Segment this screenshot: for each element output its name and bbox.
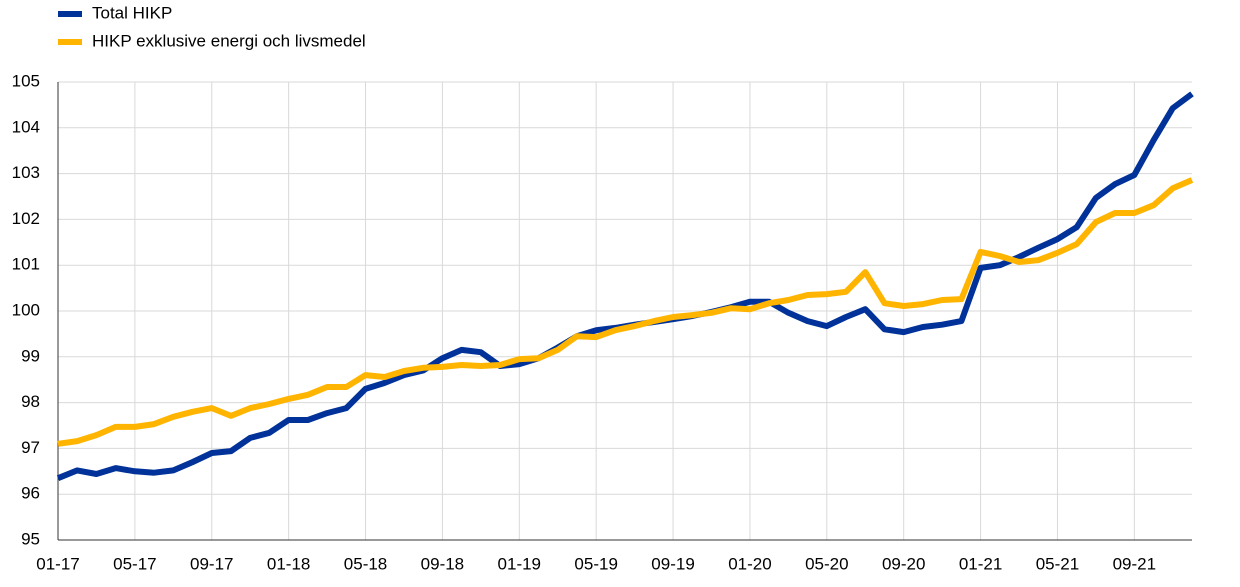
x-tick-label: 01-21 (959, 554, 1002, 573)
y-tick-label: 100 (12, 300, 40, 319)
y-tick-label: 99 (21, 346, 40, 365)
series-line (56, 91, 1194, 481)
x-tick-label: 09-20 (882, 554, 925, 573)
x-tick-label: 01-18 (267, 554, 310, 573)
x-tick-label: 01-17 (36, 554, 79, 573)
y-tick-label: 101 (12, 255, 40, 274)
y-tick-label: 105 (12, 71, 40, 90)
x-tick-label: 05-20 (805, 554, 848, 573)
x-tick-label: 05-18 (344, 554, 387, 573)
x-tick-label: 09-21 (1113, 554, 1156, 573)
x-tick-label: 01-19 (498, 554, 541, 573)
legend-label: HIKP exklusive energi och livsmedel (92, 31, 366, 50)
y-tick-label: 98 (21, 392, 40, 411)
y-tick-label: 103 (12, 163, 40, 182)
y-tick-label: 97 (21, 438, 40, 457)
x-tick-label: 01-20 (728, 554, 771, 573)
y-tick-label: 102 (12, 209, 40, 228)
legend-label: Total HIKP (92, 3, 172, 22)
series-line (57, 177, 1194, 447)
x-tick-label: 09-18 (421, 554, 464, 573)
x-tick-label: 05-19 (574, 554, 617, 573)
y-tick-label: 95 (21, 529, 40, 548)
x-tick-label: 09-17 (190, 554, 233, 573)
x-tick-label: 09-19 (651, 554, 694, 573)
x-tick-label: 05-17 (113, 554, 156, 573)
x-tick-label: 05-21 (1036, 554, 1079, 573)
y-tick-label: 104 (12, 117, 40, 136)
y-tick-label: 96 (21, 484, 40, 503)
